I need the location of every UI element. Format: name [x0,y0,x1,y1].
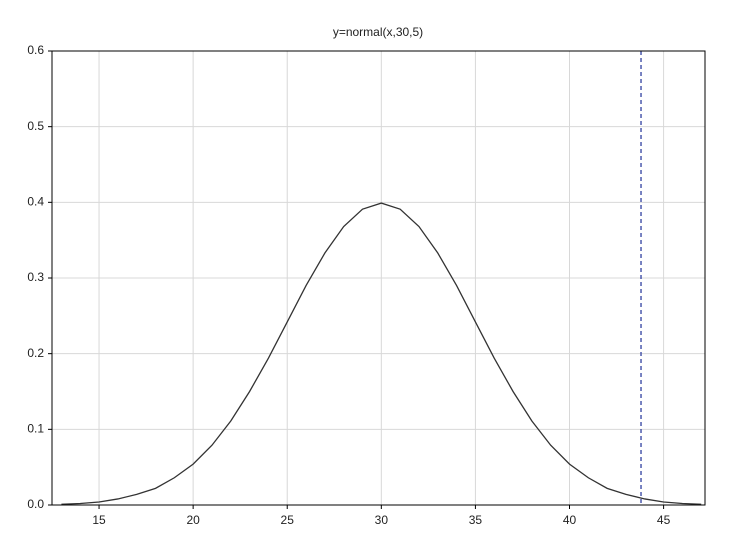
y-tick-label: 0.4 [27,195,44,209]
y-tick-label: 0.0 [27,497,44,511]
y-tick-label: 0.6 [27,43,44,57]
x-tick-label: 30 [375,513,389,527]
x-tick-label: 40 [563,513,577,527]
x-tick-label: 35 [469,513,483,527]
x-tick-label: 45 [657,513,671,527]
chart-title: y=normal(x,30,5) [333,25,423,39]
y-tick-label: 0.3 [27,270,44,284]
y-tick-label: 0.2 [27,346,44,360]
plot-frame [51,50,706,506]
x-tick-label: 15 [92,513,106,527]
curve [61,202,702,505]
x-tick-label: 25 [281,513,295,527]
y-tick-label: 0.1 [27,422,44,436]
x-tick-label: 20 [186,513,200,527]
y-tick-label: 0.5 [27,119,44,133]
